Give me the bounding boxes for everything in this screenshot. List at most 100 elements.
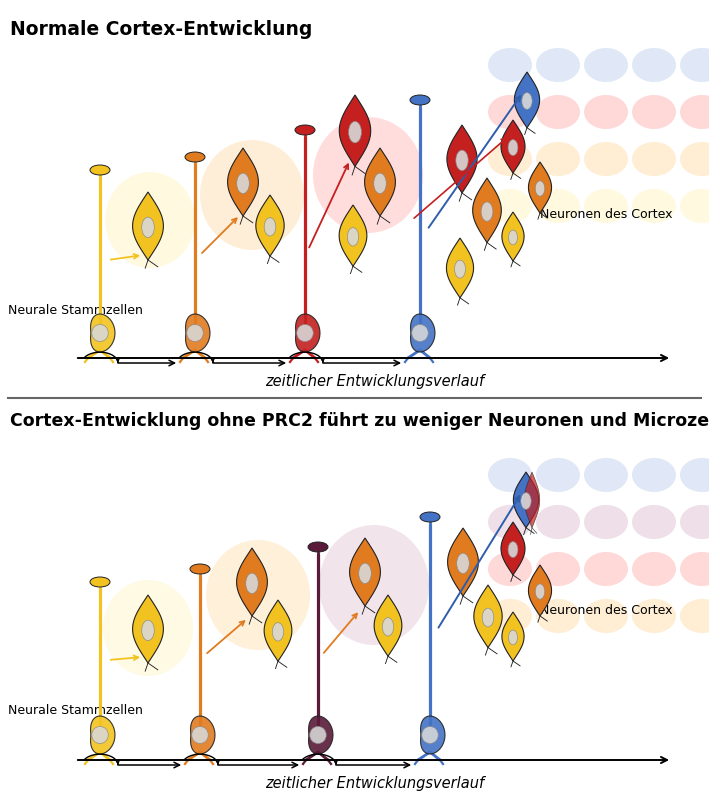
Ellipse shape bbox=[488, 95, 532, 129]
Polygon shape bbox=[133, 595, 163, 663]
Ellipse shape bbox=[680, 599, 709, 633]
Ellipse shape bbox=[422, 726, 438, 743]
Polygon shape bbox=[264, 600, 292, 661]
Text: Neuronen des Cortex: Neuronen des Cortex bbox=[540, 603, 672, 617]
Polygon shape bbox=[133, 192, 163, 260]
Text: Cortex-Entwicklung ohne PRC2 führt zu weniger Neuronen und Microzephalie: Cortex-Entwicklung ohne PRC2 führt zu we… bbox=[10, 412, 709, 430]
Ellipse shape bbox=[680, 552, 709, 586]
Ellipse shape bbox=[632, 189, 676, 223]
Polygon shape bbox=[525, 472, 540, 528]
Polygon shape bbox=[340, 95, 371, 166]
Ellipse shape bbox=[680, 505, 709, 539]
Ellipse shape bbox=[584, 458, 628, 492]
Ellipse shape bbox=[237, 173, 250, 194]
Ellipse shape bbox=[488, 189, 532, 223]
Ellipse shape bbox=[680, 189, 709, 223]
Ellipse shape bbox=[536, 189, 580, 223]
Ellipse shape bbox=[488, 505, 532, 539]
Text: Neurale Stammzellen: Neurale Stammzellen bbox=[8, 703, 143, 717]
Text: Normale Cortex-Entwicklung: Normale Cortex-Entwicklung bbox=[10, 20, 313, 39]
Ellipse shape bbox=[90, 577, 110, 587]
Ellipse shape bbox=[359, 563, 372, 583]
Ellipse shape bbox=[91, 726, 108, 743]
Polygon shape bbox=[228, 148, 258, 216]
Ellipse shape bbox=[508, 230, 518, 245]
Polygon shape bbox=[447, 125, 477, 193]
Ellipse shape bbox=[105, 172, 195, 268]
Text: zeitlicher Entwicklungsverlauf: zeitlicher Entwicklungsverlauf bbox=[265, 374, 484, 389]
Ellipse shape bbox=[508, 542, 518, 558]
Polygon shape bbox=[447, 528, 479, 596]
Ellipse shape bbox=[508, 630, 518, 645]
Ellipse shape bbox=[457, 553, 469, 574]
Ellipse shape bbox=[297, 325, 313, 342]
Ellipse shape bbox=[190, 564, 210, 574]
Ellipse shape bbox=[584, 95, 628, 129]
Polygon shape bbox=[515, 72, 540, 128]
Ellipse shape bbox=[632, 142, 676, 176]
Ellipse shape bbox=[522, 93, 532, 110]
Ellipse shape bbox=[488, 458, 532, 492]
Ellipse shape bbox=[536, 505, 580, 539]
Ellipse shape bbox=[185, 152, 205, 162]
Polygon shape bbox=[513, 472, 539, 528]
Ellipse shape bbox=[310, 726, 326, 743]
Ellipse shape bbox=[91, 325, 108, 342]
Polygon shape bbox=[473, 178, 501, 242]
Ellipse shape bbox=[412, 325, 428, 342]
Polygon shape bbox=[364, 148, 396, 216]
Ellipse shape bbox=[420, 512, 440, 522]
Ellipse shape bbox=[584, 48, 628, 82]
Text: Neurale Stammzellen: Neurale Stammzellen bbox=[8, 303, 143, 317]
Ellipse shape bbox=[536, 48, 580, 82]
Ellipse shape bbox=[632, 48, 676, 82]
Polygon shape bbox=[350, 538, 381, 606]
Ellipse shape bbox=[632, 552, 676, 586]
Ellipse shape bbox=[584, 189, 628, 223]
Ellipse shape bbox=[535, 584, 545, 599]
Polygon shape bbox=[474, 585, 502, 647]
Polygon shape bbox=[339, 205, 367, 266]
Ellipse shape bbox=[488, 48, 532, 82]
Ellipse shape bbox=[186, 325, 203, 342]
Ellipse shape bbox=[536, 95, 580, 129]
Ellipse shape bbox=[680, 95, 709, 129]
Ellipse shape bbox=[584, 142, 628, 176]
Ellipse shape bbox=[382, 618, 393, 636]
Ellipse shape bbox=[347, 228, 359, 246]
Ellipse shape bbox=[308, 542, 328, 552]
Ellipse shape bbox=[191, 726, 208, 743]
Polygon shape bbox=[91, 314, 115, 352]
Ellipse shape bbox=[454, 260, 466, 278]
Ellipse shape bbox=[536, 458, 580, 492]
Ellipse shape bbox=[90, 165, 110, 175]
Ellipse shape bbox=[632, 505, 676, 539]
Polygon shape bbox=[186, 314, 210, 352]
Polygon shape bbox=[501, 120, 525, 173]
Ellipse shape bbox=[488, 552, 532, 586]
Ellipse shape bbox=[142, 620, 155, 641]
Polygon shape bbox=[374, 595, 402, 656]
Ellipse shape bbox=[680, 458, 709, 492]
Polygon shape bbox=[237, 548, 267, 616]
Polygon shape bbox=[308, 716, 333, 754]
Ellipse shape bbox=[200, 140, 304, 250]
Ellipse shape bbox=[488, 142, 532, 176]
Ellipse shape bbox=[272, 622, 284, 641]
Ellipse shape bbox=[536, 142, 580, 176]
Ellipse shape bbox=[313, 117, 423, 233]
Ellipse shape bbox=[680, 48, 709, 82]
Ellipse shape bbox=[488, 599, 532, 633]
Ellipse shape bbox=[632, 599, 676, 633]
Ellipse shape bbox=[536, 599, 580, 633]
Ellipse shape bbox=[535, 181, 545, 196]
Ellipse shape bbox=[410, 95, 430, 105]
Polygon shape bbox=[502, 612, 524, 661]
Ellipse shape bbox=[584, 505, 628, 539]
Polygon shape bbox=[528, 565, 552, 616]
Polygon shape bbox=[91, 716, 115, 754]
Ellipse shape bbox=[584, 599, 628, 633]
Ellipse shape bbox=[584, 552, 628, 586]
Ellipse shape bbox=[103, 580, 193, 676]
Ellipse shape bbox=[142, 217, 155, 238]
